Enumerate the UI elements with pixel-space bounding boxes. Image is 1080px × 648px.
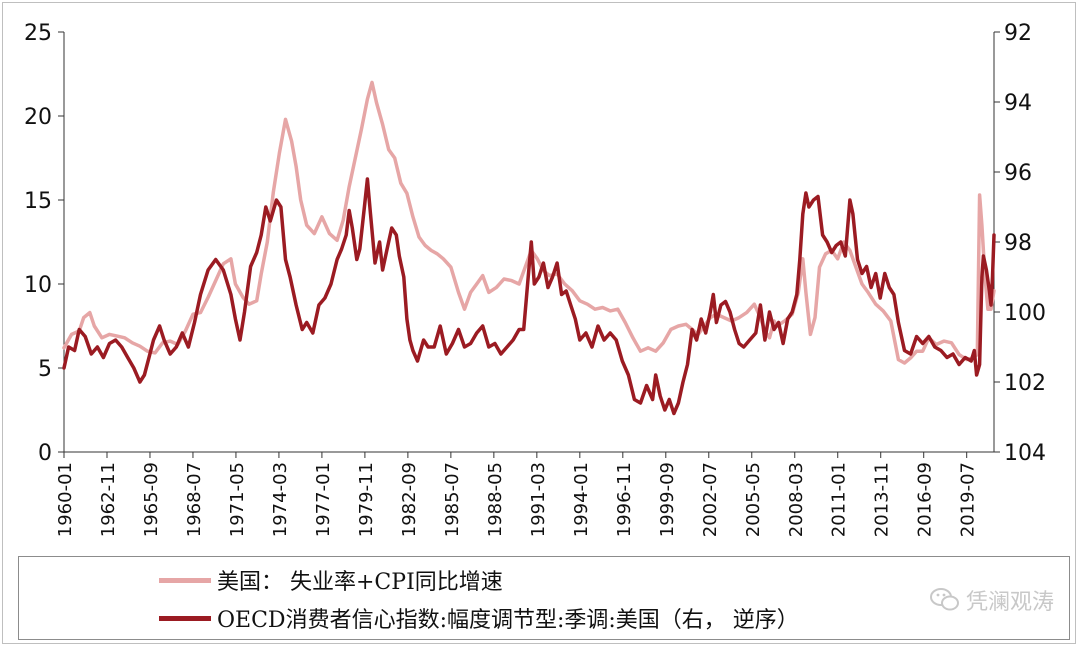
x-tick-label: 2011-01 bbox=[829, 462, 850, 537]
x-tick-label: 2019-07 bbox=[958, 462, 979, 537]
x-tick-label: 1994-01 bbox=[571, 462, 592, 537]
x-tick-label: 2002-07 bbox=[700, 462, 721, 537]
x-tick-label: 1982-09 bbox=[399, 462, 420, 537]
legend-label-series1: 美国： 失业率+CPI同比增速 bbox=[217, 570, 503, 595]
x-tick-label: 1974-03 bbox=[270, 462, 291, 537]
x-tick-label: 1960-01 bbox=[55, 462, 76, 537]
series-line-2 bbox=[62, 177, 996, 416]
legend-item-series2: OECD消费者信心指数:幅度调节型:季调:美国（右， 逆序） bbox=[159, 603, 799, 633]
left-tick-label: 25 bbox=[24, 21, 52, 46]
right-tick-label: 92 bbox=[1004, 21, 1032, 46]
legend-label-series2: OECD消费者信心指数:幅度调节型:季调:美国（右， 逆序） bbox=[217, 608, 799, 633]
legend: 美国： 失业率+CPI同比增速 OECD消费者信心指数:幅度调节型:季调:美国（… bbox=[18, 556, 1070, 640]
x-tick-label: 1977-01 bbox=[313, 462, 334, 537]
x-tick-label: 1996-11 bbox=[614, 462, 635, 537]
x-tick-label: 1971-05 bbox=[227, 462, 248, 537]
right-tick-label: 102 bbox=[1004, 371, 1046, 396]
x-tick-label: 2008-03 bbox=[786, 462, 807, 537]
wechat-icon bbox=[929, 588, 959, 611]
dual-axis-line-chart: 0 5 10 15 20 25 92 94 96 98 100 102 104 1960-01 1962… bbox=[24, 21, 1046, 537]
legend-item-series1: 美国： 失业率+CPI同比增速 bbox=[159, 565, 503, 595]
x-tick-label: 2016-09 bbox=[915, 462, 936, 537]
left-tick-label: 10 bbox=[24, 273, 52, 298]
right-tick-label: 100 bbox=[1004, 301, 1046, 326]
left-tick-label: 0 bbox=[38, 441, 52, 466]
right-tick-label: 94 bbox=[1004, 91, 1032, 116]
x-tick-label: 1968-07 bbox=[184, 462, 205, 537]
legend-swatch-series1 bbox=[159, 577, 211, 583]
x-tick-label: 1991-03 bbox=[528, 462, 549, 537]
watermark: 凭澜观涛 bbox=[929, 584, 1054, 616]
x-tick-label: 2013-11 bbox=[872, 462, 893, 537]
x-tick-label: 1979-11 bbox=[356, 462, 377, 537]
legend-swatch-series2 bbox=[159, 615, 211, 621]
series-group bbox=[62, 80, 996, 416]
x-tick-label: 1999-09 bbox=[657, 462, 678, 537]
right-tick-label: 96 bbox=[1004, 161, 1032, 186]
left-tick-label: 15 bbox=[24, 189, 52, 214]
x-axis-ticks: 1960-01 1962-11 1965-09 1968-07 1971-05 1974-… bbox=[55, 452, 979, 537]
right-tick-label: 98 bbox=[1004, 231, 1032, 256]
x-tick-label: 1985-07 bbox=[442, 462, 463, 537]
watermark-text: 凭澜观涛 bbox=[965, 590, 1054, 615]
right-tick-label: 104 bbox=[1004, 441, 1046, 466]
x-tick-label: 1988-05 bbox=[485, 462, 506, 537]
left-tick-label: 20 bbox=[24, 105, 52, 130]
x-tick-label: 2005-05 bbox=[743, 462, 764, 537]
series-line-1 bbox=[62, 80, 996, 365]
right-axis-ticks: 92 94 96 98 100 102 104 bbox=[994, 21, 1046, 466]
x-tick-label: 1962-11 bbox=[98, 462, 119, 537]
left-tick-label: 5 bbox=[38, 357, 52, 382]
left-axis-ticks: 0 5 10 15 20 25 bbox=[24, 21, 64, 466]
x-tick-label: 1965-09 bbox=[141, 462, 162, 537]
